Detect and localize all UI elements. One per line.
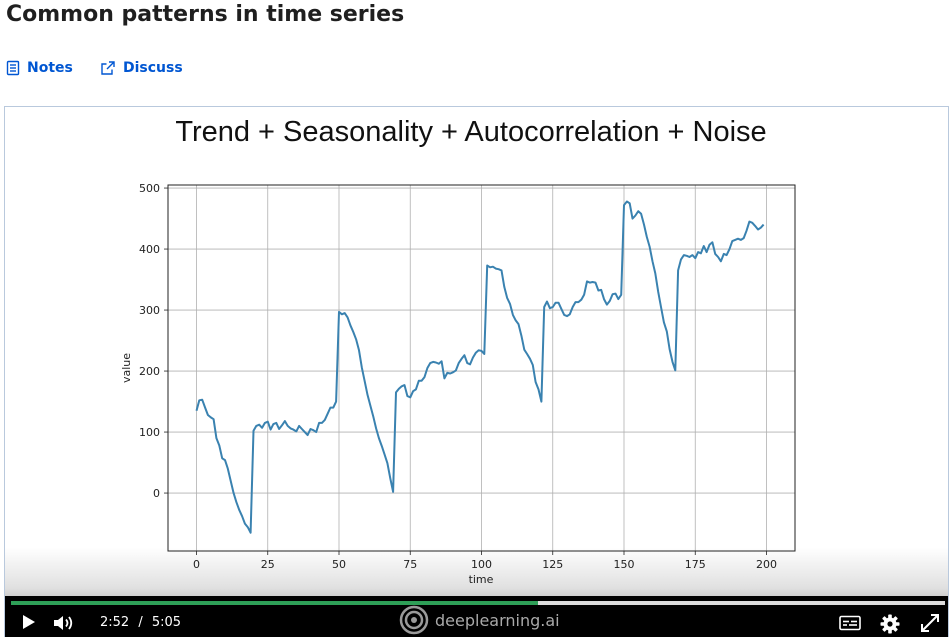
- x-tick-label: 150: [614, 558, 635, 571]
- notes-label: Notes: [27, 60, 73, 76]
- brand-text: deeplearning.ai: [435, 610, 560, 630]
- captions-button[interactable]: [839, 615, 861, 636]
- duration: 5:05: [151, 615, 182, 630]
- chart-title: Trend + Seasonality + Autocorrelation + …: [175, 116, 766, 148]
- y-tick-label: 0: [153, 487, 160, 500]
- deeplearning-logo-icon: [399, 605, 429, 635]
- volume-button[interactable]: [53, 614, 77, 637]
- x-tick-label: 25: [261, 558, 275, 571]
- time-display: 2:52 / 5:05: [100, 615, 181, 630]
- play-icon: [23, 615, 35, 629]
- progress-fill: [11, 601, 538, 605]
- progress-bar[interactable]: [11, 601, 945, 605]
- x-axis-label: time: [469, 573, 494, 586]
- y-tick-label: 300: [139, 304, 160, 317]
- y-tick-label: 400: [139, 243, 160, 256]
- x-tick-label: 50: [332, 558, 346, 571]
- page-title: Common patterns in time series: [6, 2, 405, 27]
- y-tick-label: 100: [139, 426, 160, 439]
- discuss-label: Discuss: [123, 60, 183, 76]
- brand-watermark: deeplearning.ai: [399, 605, 560, 635]
- x-tick-label: 175: [685, 558, 706, 571]
- series-line: [195, 200, 765, 534]
- settings-button[interactable]: [880, 614, 900, 637]
- x-tick-label: 200: [756, 558, 777, 571]
- notes-link[interactable]: Notes: [6, 60, 73, 76]
- time-separator: /: [138, 615, 143, 630]
- chart: Trend + Seasonality + Autocorrelation + …: [120, 116, 796, 586]
- discuss-link[interactable]: Discuss: [100, 60, 183, 76]
- y-tick-label: 500: [139, 182, 160, 195]
- current-time: 2:52: [100, 615, 130, 630]
- y-tick-label: 200: [139, 365, 160, 378]
- fullscreen-button[interactable]: [920, 613, 940, 637]
- notes-icon: [6, 60, 20, 76]
- fullscreen-icon: [921, 614, 939, 632]
- play-button[interactable]: [21, 614, 37, 635]
- volume-icon: [54, 616, 73, 630]
- x-tick-label: 125: [542, 558, 563, 571]
- gear-icon: [880, 614, 900, 634]
- captions-icon: [839, 615, 861, 631]
- y-axis-label: value: [120, 353, 133, 383]
- video-player[interactable]: Trend + Seasonality + Autocorrelation + …: [4, 106, 949, 637]
- x-tick-label: 100: [471, 558, 492, 571]
- external-link-icon: [100, 60, 116, 76]
- x-tick-label: 0: [193, 558, 200, 571]
- x-tick-label: 75: [403, 558, 417, 571]
